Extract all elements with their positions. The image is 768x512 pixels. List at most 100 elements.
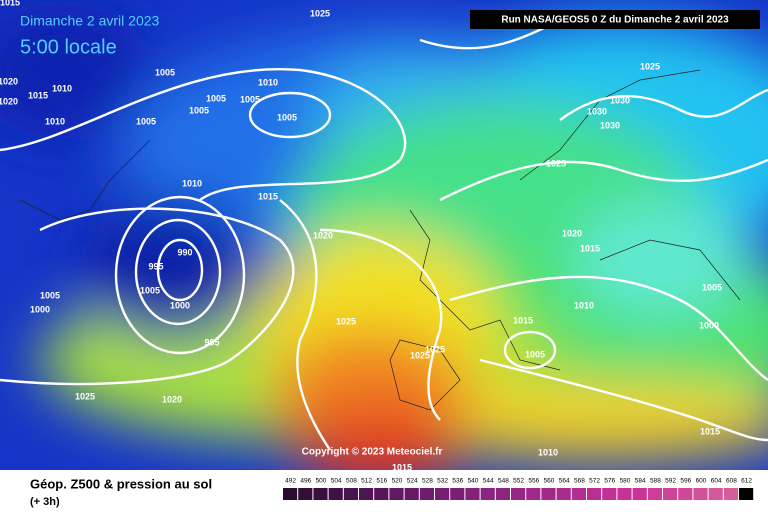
isobar-label: 1015 (28, 90, 48, 100)
isobar-label: 1005 (140, 285, 160, 295)
scale-swatch (602, 488, 617, 500)
run-label: Run NASA/GEOS5 0 Z du Dimanche 2 avril 2… (501, 15, 729, 26)
isobar-label: 1015 (0, 0, 20, 7)
isobar-label: 1020 (0, 96, 18, 106)
isobar-label: 1015 (580, 243, 600, 253)
scale-label: 608 (726, 478, 737, 485)
copyright: Copyright © 2023 Meteociel.fr (302, 447, 443, 458)
scale-label: 504 (331, 478, 342, 485)
isobar-label: 990 (177, 247, 192, 257)
scale-label: 580 (620, 478, 631, 485)
scale-swatch (723, 488, 738, 500)
footer-title: Géop. Z500 & pression au sol (30, 476, 212, 491)
scale-label: 564 (559, 478, 570, 485)
isobar-label: 1030 (587, 106, 607, 116)
scale-label: 492 (285, 478, 296, 485)
isobar-label: 1030 (610, 95, 630, 105)
isobar-label: 1005 (155, 67, 175, 77)
scale-swatch (404, 488, 419, 500)
scale-swatch (465, 488, 480, 500)
scale-swatch (450, 488, 465, 500)
isobar-label: 1010 (182, 178, 202, 188)
isobar-label: 1010 (574, 300, 594, 310)
scale-swatch (571, 488, 586, 500)
scale-label: 592 (665, 478, 676, 485)
scale-swatch (374, 488, 389, 500)
scale-swatch (556, 488, 571, 500)
scale-swatch (389, 488, 404, 500)
isobar-label: 1005 (702, 282, 722, 292)
scale-swatch (359, 488, 374, 500)
scale-label: 528 (422, 478, 433, 485)
isobar-label: 1015 (513, 315, 533, 325)
isobar-label: 1025 (640, 61, 660, 71)
color-scale: 492 496 500 504 508 512 516 520 524 528 532 536 540 5… (283, 478, 754, 500)
scale-swatch (526, 488, 541, 500)
scale-label: 596 (680, 478, 691, 485)
isobar-label: 1005 (136, 116, 156, 126)
scale-label: 600 (696, 478, 707, 485)
isobar-label: 1020 (313, 230, 333, 240)
isobar-label: 1025 (546, 158, 566, 168)
isobar-label: 1020 (562, 228, 582, 238)
scale-swatch (511, 488, 526, 500)
isobar-label: 1015 (700, 426, 720, 436)
scale-label: 560 (544, 478, 555, 485)
scale-label: 544 (483, 478, 494, 485)
isobar-label: 1005 (40, 290, 60, 300)
isobar-label: 1020 (0, 76, 18, 86)
run-box (470, 10, 760, 29)
scale-label: 500 (316, 478, 327, 485)
scale-label: 576 (604, 478, 615, 485)
scale-swatch (617, 488, 632, 500)
isobar-label: 1000 (170, 300, 190, 310)
scale-swatch (678, 488, 693, 500)
scale-label: 532 (437, 478, 448, 485)
time-label: 5:00 locale (20, 36, 117, 58)
scale-label: 552 (513, 478, 524, 485)
scale-label: 520 (392, 478, 403, 485)
scale-swatch (480, 488, 495, 500)
scale-swatch (663, 488, 678, 500)
isobar-label: 1030 (600, 120, 620, 130)
isobar-label: 1025 (310, 8, 330, 18)
scale-label: 524 (407, 478, 418, 485)
isobar-label: 1020 (162, 394, 182, 404)
scale-swatch (343, 488, 358, 500)
scale-label: 572 (589, 478, 600, 485)
isobar-label: 1010 (538, 447, 558, 457)
isobar-label: 995 (148, 261, 163, 271)
scale-swatch (313, 488, 328, 500)
map-area: 1015 1025 1020 1020 1005 1010 1010 1015 1005 1005… (0, 0, 768, 472)
isobar-label: 1025 (410, 350, 430, 360)
isobar-label: 1015 (258, 191, 278, 201)
scale-swatch (647, 488, 662, 500)
isobar-label: 1015 (392, 462, 412, 472)
isobar-label: 1000 (699, 320, 719, 330)
date-label: Dimanche 2 avril 2023 (20, 13, 160, 29)
scale-label: 540 (468, 478, 479, 485)
scale-label: 512 (361, 478, 372, 485)
isobar-label: 1025 (336, 316, 356, 326)
scale-label: 612 (741, 478, 752, 485)
scale-label: 568 (574, 478, 585, 485)
isobar-label: 1010 (258, 77, 278, 87)
isobar-label: 1005 (206, 93, 226, 103)
isobar-label: 1010 (45, 116, 65, 126)
scale-label: 584 (635, 478, 646, 485)
scale-swatch (435, 488, 450, 500)
isobar-label: 1005 (277, 112, 297, 122)
scale-swatch (693, 488, 708, 500)
isobar-label: 1005 (189, 105, 209, 115)
scale-swatch (708, 488, 723, 500)
isobar-labels: 1015 1025 1020 1020 1005 1010 1010 1015 1005 1005… (0, 0, 722, 472)
isobar-label: 1005 (525, 349, 545, 359)
scale-swatch (632, 488, 647, 500)
isobar-label: 1000 (30, 304, 50, 314)
isobar-label: 1010 (52, 83, 72, 93)
scale-label: 496 (300, 478, 311, 485)
isobar-label: 995 (204, 337, 219, 347)
footer-lead: (+ 3h) (30, 496, 60, 508)
scale-label: 556 (528, 478, 539, 485)
scale-label: 516 (376, 478, 387, 485)
